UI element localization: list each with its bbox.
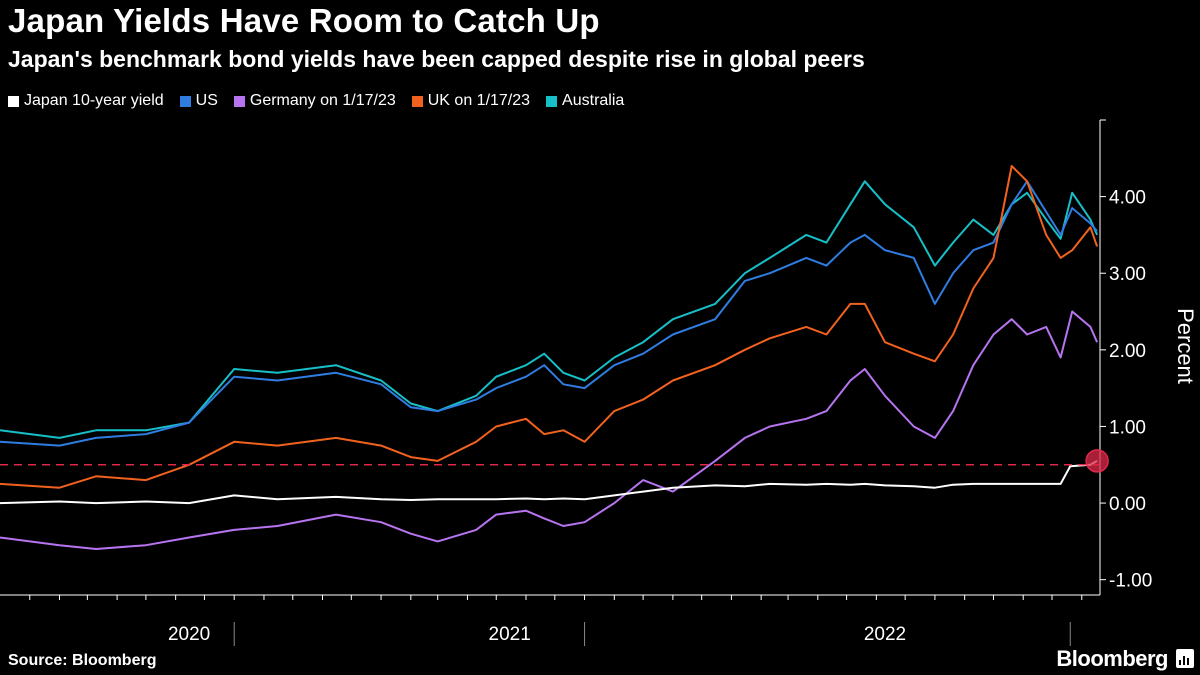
legend-label: Australia	[562, 92, 625, 109]
series-line-us	[0, 180, 1098, 447]
x-year-label: 2021	[489, 624, 531, 645]
legend-label: US	[195, 92, 218, 109]
y-tick-label: 3.00	[1109, 264, 1146, 285]
y-tick-label: -1.00	[1109, 571, 1152, 592]
legend-swatch	[233, 95, 245, 107]
y-tick-label: 1.00	[1109, 417, 1146, 438]
bar-chart-icon	[1176, 649, 1194, 668]
x-year-label: 2022	[864, 624, 906, 645]
chart-title: Japan Yields Have Room to Catch Up	[8, 2, 600, 39]
series-line-uk-on-1-17-23	[0, 165, 1099, 489]
legend-swatch	[179, 95, 191, 107]
legend-item: Japan 10-year yield	[8, 92, 164, 110]
series-line-japan-10-year-yield	[0, 460, 1098, 505]
legend-swatch	[8, 95, 19, 107]
legend-item: UK on 1/17/23	[411, 92, 531, 110]
y-tick-label: 0.00	[1109, 494, 1146, 515]
series-line-australia	[0, 180, 1099, 439]
legend-label: Germany on 1/17/23	[249, 92, 396, 109]
legend-swatch	[411, 95, 423, 107]
yield-cap-marker	[1085, 449, 1109, 473]
series-line-germany-on-1-17-23	[0, 310, 1099, 550]
legend-label: Japan 10-year yield	[24, 92, 164, 109]
y-tick-label: 2.00	[1109, 341, 1146, 362]
y-tick-label: 4.00	[1109, 188, 1146, 209]
chart-subtitle: Japan's benchmark bond yields have been …	[8, 46, 865, 72]
brand-logo: Bloomberg	[1056, 646, 1168, 671]
legend-item: Germany on 1/17/23	[233, 92, 396, 110]
legend-item: US	[179, 92, 218, 110]
legend-item: Australia	[546, 92, 624, 110]
source-note: Source: Bloomberg	[8, 652, 157, 669]
legend-label: UK on 1/17/23	[427, 92, 531, 109]
legend-swatch	[546, 95, 558, 107]
y-axis-title: Percent	[1173, 308, 1198, 384]
chart-legend: Japan 10-year yield US Germany on 1/17/23 U…	[8, 90, 640, 112]
x-year-label: 2020	[168, 624, 210, 645]
